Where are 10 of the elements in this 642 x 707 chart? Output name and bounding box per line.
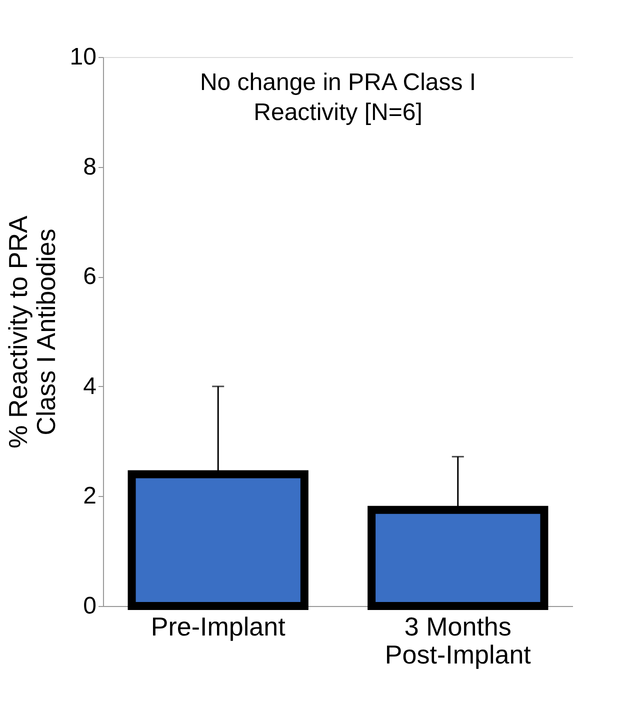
x-tick-label: 3 Months Post-Implant xyxy=(384,612,532,670)
text: No change in PRA Class I Reactivity [N=6] xyxy=(200,69,476,126)
y-tick-label: 8 xyxy=(83,153,96,180)
y-tick-label: 0 xyxy=(83,592,96,620)
y-tick-label: 4 xyxy=(83,372,96,400)
y-tick-label: 2 xyxy=(83,482,96,510)
x-tick-label: Pre-Implant xyxy=(150,612,286,642)
y-tick-label: 10 xyxy=(70,44,96,70)
y-tick-label: 6 xyxy=(83,263,96,290)
y-axis-title: % Reactivity to PRA Class I Antibodies xyxy=(2,215,61,448)
